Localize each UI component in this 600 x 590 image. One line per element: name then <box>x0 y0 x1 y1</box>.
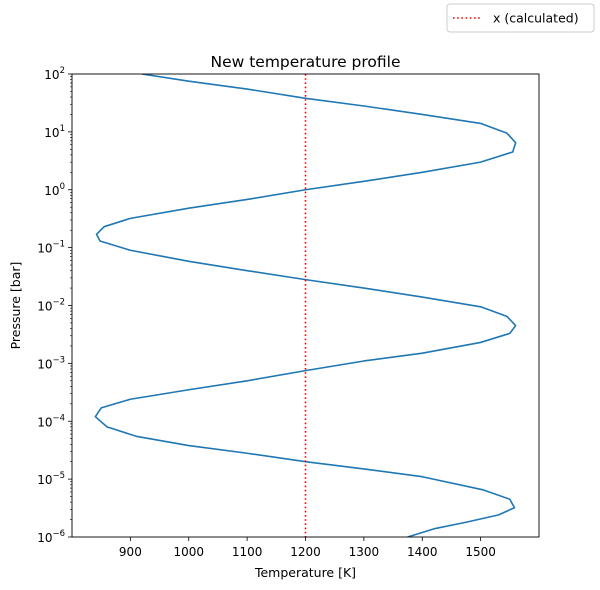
y-tick-label: 10−6 <box>37 529 65 545</box>
y-tick-label: 10−3 <box>37 355 65 371</box>
legend: x (calculated) <box>446 3 595 33</box>
legend-frame <box>446 3 595 33</box>
y-tick-label: 102 <box>44 66 65 82</box>
x-tick-label: 1500 <box>465 545 496 559</box>
y-axis-ticks: 10−6 10−5 10−4 10−3 10−2 10−1 100 101 102 <box>37 66 72 545</box>
y-tick-label: 100 <box>44 182 65 198</box>
y-tick-label: 10−1 <box>37 240 65 256</box>
x-tick-label: 1400 <box>407 545 438 559</box>
legend-label-calculated-x: x (calculated) <box>493 11 579 26</box>
x-tick-label: 1300 <box>349 545 380 559</box>
x-axis-ticks: 900 1000 1100 1200 1300 1400 1500 <box>119 537 496 559</box>
x-tick-label: 1000 <box>173 545 204 559</box>
chart-title: New temperature profile <box>210 53 400 71</box>
x-tick-label: 1200 <box>290 545 321 559</box>
x-tick-label: 900 <box>119 545 142 559</box>
y-axis-label: Pressure [bar] <box>8 262 23 350</box>
x-axis-label: Temperature [K] <box>254 565 356 580</box>
x-tick-label: 1100 <box>232 545 263 559</box>
y-tick-label: 101 <box>44 124 65 140</box>
temperature-profile-line <box>94 74 517 537</box>
y-tick-label: 10−5 <box>37 471 65 487</box>
y-tick-label: 10−2 <box>37 298 65 314</box>
y-tick-label: 10−4 <box>37 413 65 429</box>
series-layer <box>94 74 517 537</box>
